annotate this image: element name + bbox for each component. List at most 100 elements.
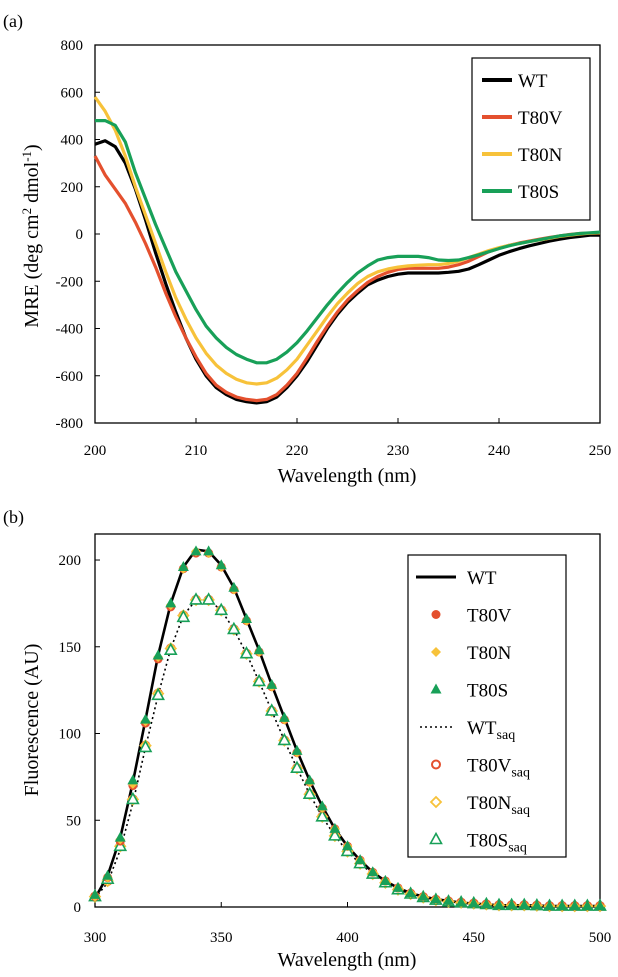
data-point-t80s-saq xyxy=(126,791,140,805)
data-point-t80s xyxy=(443,894,454,905)
x-axis-title-a: Wavelength (nm) xyxy=(278,465,417,487)
legend-swatch-t80v-saq xyxy=(431,759,441,770)
data-point-t80s xyxy=(367,866,379,877)
y-tick-label-b: 0 xyxy=(74,900,82,916)
data-point-t80s xyxy=(594,900,606,911)
data-point-t80s xyxy=(253,644,265,655)
legend-b: WT T80V T80N T80S WTsaq T80Vsaq T80Nsaq T80Ssaq xyxy=(407,554,567,858)
data-point-t80s xyxy=(177,560,189,571)
legend-label-t80s: T80S xyxy=(467,681,508,702)
chart-panel-b: (b) 0 50 100 150 200 300 350 400 450 500 Waveleng… xyxy=(3,507,611,971)
legend-label-wt: WT xyxy=(518,71,548,92)
data-point-t80s xyxy=(215,559,227,570)
data-point-t80s xyxy=(581,900,593,911)
legend-a: WT T80V T80N T80S xyxy=(471,57,591,221)
data-point-t80s xyxy=(392,881,404,892)
data-point-t80s xyxy=(544,900,555,911)
y-tick-label-a: 200 xyxy=(61,180,84,196)
y-tick-label-b: 150 xyxy=(59,640,82,656)
x-tick-label-a: 230 xyxy=(387,443,410,459)
data-point-t80s-saq xyxy=(163,642,178,656)
y-tick-label-b: 200 xyxy=(59,553,82,569)
y-tick-label-a: -600 xyxy=(56,369,84,385)
panel-label-a: (a) xyxy=(3,11,23,32)
legend-swatch-t80n xyxy=(431,647,441,657)
panel-label-b: (b) xyxy=(3,507,24,528)
y-tick-label-a: 400 xyxy=(61,133,84,149)
data-point-t80s xyxy=(127,774,139,785)
data-point-t80s-saq xyxy=(151,687,165,701)
legend-label-wt: WT xyxy=(467,568,497,589)
data-point-t80s xyxy=(228,581,240,592)
x-axis-title-b: Wavelength (nm) xyxy=(278,949,417,971)
series-line-t80s xyxy=(95,118,601,365)
data-point-t80s xyxy=(405,887,417,898)
legend-label-t80s-saq: T80Ssaq xyxy=(467,831,527,856)
data-point-t80s xyxy=(165,597,177,608)
data-point-t80s xyxy=(468,897,480,908)
data-point-t80s-saq xyxy=(252,673,266,687)
data-point-t80s xyxy=(190,545,202,556)
legend-label-t80v: T80V xyxy=(467,606,512,627)
x-tick-label-a: 250 xyxy=(589,443,612,459)
legend-label-t80n: T80N xyxy=(518,145,563,166)
data-point-t80s xyxy=(89,888,101,899)
data-point-t80s xyxy=(304,774,316,785)
legend-label-t80n-saq: T80Nsaq xyxy=(467,793,530,818)
data-point-t80s xyxy=(480,898,492,909)
data-point-t80s xyxy=(518,899,530,910)
x-tick-label-b: 500 xyxy=(589,930,612,946)
x-tick-label-a: 200 xyxy=(84,443,107,459)
data-point-t80s xyxy=(140,713,151,724)
data-point-t80s-saq xyxy=(264,703,279,716)
y-axis-title-a: MRE (deg cm2 dmol-1) xyxy=(19,144,44,327)
legend-label-t80n: T80N xyxy=(467,643,512,664)
data-point-t80s xyxy=(152,649,164,660)
data-point-t80s xyxy=(278,711,290,722)
legend-swatch-t80n-saq xyxy=(429,795,443,809)
legend-label-t80s: T80S xyxy=(518,182,559,203)
chart-panel-a: (a) -800 -600 -400 -200 0 200 400 600 800 200 210 2… xyxy=(3,11,611,487)
data-point-t80s xyxy=(379,874,391,885)
data-point-t80s xyxy=(354,854,366,865)
x-tick-label-b: 400 xyxy=(336,930,359,946)
legend-swatch-t80s xyxy=(430,683,442,694)
y-tick-label-a: 0 xyxy=(76,227,84,243)
legend-label-t80v-saq: T80Vsaq xyxy=(467,756,530,781)
x-tick-label-b: 300 xyxy=(84,930,107,946)
y-tick-label-a: -800 xyxy=(56,416,84,432)
y-tick-label-b: 50 xyxy=(66,813,81,829)
data-point-t80s xyxy=(430,893,442,904)
data-point-t80s-saq xyxy=(138,739,153,753)
data-point-t80s xyxy=(241,613,252,624)
data-point-t80s-saq xyxy=(290,760,304,774)
data-point-t80s xyxy=(342,840,353,851)
legend-box-b xyxy=(407,554,567,858)
data-point-t80s-saq xyxy=(227,621,241,635)
y-tick-label-a: 800 xyxy=(61,38,84,54)
data-point-t80s-saq xyxy=(201,592,216,605)
data-point-t80s-saq xyxy=(214,602,229,616)
data-point-t80s-saq xyxy=(176,609,191,623)
data-point-t80s xyxy=(114,831,126,842)
legend-swatch-t80v xyxy=(431,610,441,619)
x-tick-label-b: 350 xyxy=(210,930,233,946)
y-tick-label-a: 600 xyxy=(61,85,84,101)
data-point-t80s-saq xyxy=(302,786,317,800)
x-tick-label-a: 210 xyxy=(185,443,208,459)
y-tick-label-a: -400 xyxy=(56,322,84,338)
data-point-t80s xyxy=(556,900,568,911)
data-point-t80s xyxy=(266,678,278,689)
data-point-t80s xyxy=(455,896,467,907)
data-point-t80s-saq xyxy=(315,809,330,822)
data-point-t80s xyxy=(329,822,341,833)
data-point-t80s xyxy=(316,800,328,811)
data-point-t80s xyxy=(506,899,518,910)
data-point-t80s xyxy=(569,900,581,911)
y-tick-label-b: 100 xyxy=(59,727,82,743)
data-point-t80s xyxy=(417,890,429,901)
y-axis-title-b: Fluorescence (AU) xyxy=(21,644,43,797)
y-tick-label-a: -200 xyxy=(56,274,84,290)
x-tick-label-a: 220 xyxy=(286,443,309,459)
